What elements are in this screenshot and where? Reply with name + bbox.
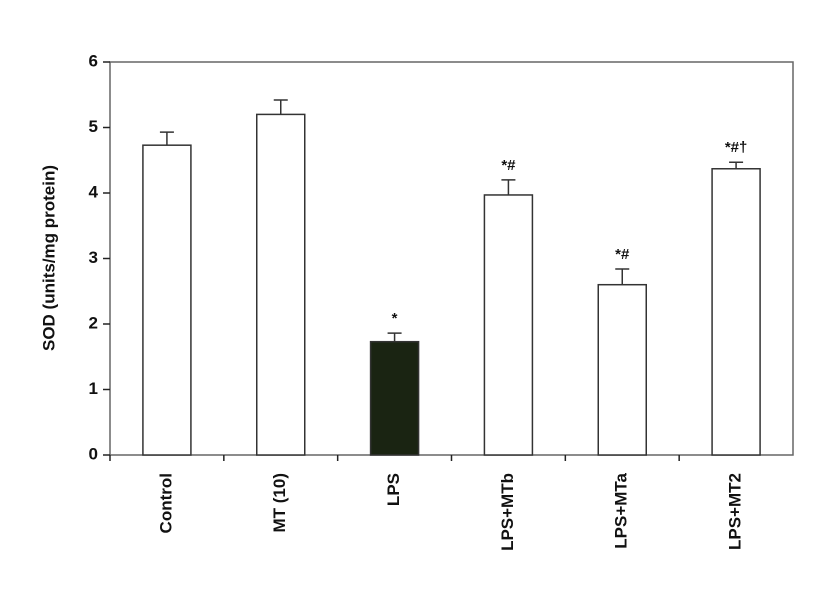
x-tick-label: LPS+MTb	[498, 473, 517, 551]
x-tick-label: LPS	[384, 473, 403, 506]
bar	[256, 113, 306, 456]
error-bar	[615, 268, 630, 285]
x-tick-label: Control	[156, 473, 175, 533]
bar	[597, 283, 647, 456]
error-bar	[387, 332, 402, 342]
y-tick-label: 6	[89, 51, 98, 70]
bar	[711, 168, 761, 456]
bar	[483, 194, 534, 456]
plot-frame	[109, 61, 794, 456]
y-tick-label: 2	[89, 313, 98, 332]
significance-label: *#†	[725, 139, 748, 156]
y-tick-label: 1	[89, 379, 98, 398]
x-tick-label: MT (10)	[270, 473, 289, 533]
bar	[142, 144, 192, 456]
error-bar	[501, 179, 516, 195]
significance-label: *	[392, 310, 398, 327]
error-bar	[273, 99, 288, 115]
bar	[369, 340, 420, 456]
significance-label: *#	[615, 246, 630, 263]
x-tick-label: LPS+MTa	[612, 472, 631, 548]
y-tick-label: 3	[89, 248, 98, 267]
significance-label: *#	[501, 157, 516, 174]
x-tick-label: LPS+MT2	[726, 473, 745, 550]
error-bar	[729, 161, 744, 169]
y-axis-label: SOD (units/mg protein)	[39, 165, 58, 351]
y-tick-label: 4	[89, 182, 99, 201]
y-tick-label: 0	[89, 444, 98, 463]
y-tick-label: 5	[89, 117, 98, 136]
error-bar	[159, 131, 174, 146]
